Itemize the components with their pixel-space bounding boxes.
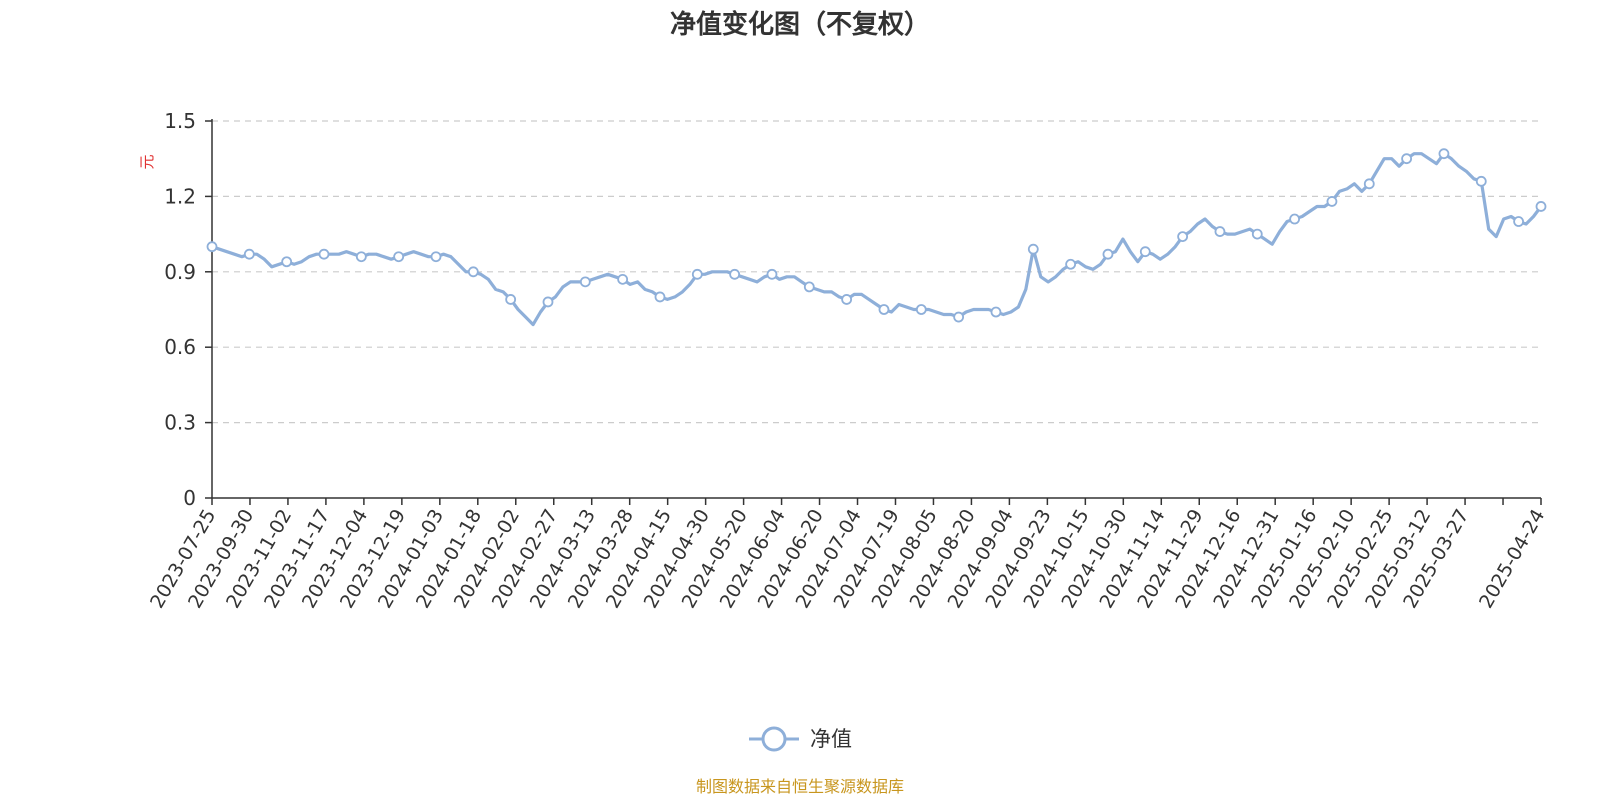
data-point[interactable] xyxy=(1438,148,1450,160)
legend-label: 净值 xyxy=(810,727,852,751)
data-point[interactable] xyxy=(1363,178,1375,190)
data-point[interactable] xyxy=(393,251,405,263)
data-point[interactable] xyxy=(542,296,554,308)
legend[interactable]: 净值 xyxy=(749,726,852,752)
data-point[interactable] xyxy=(1139,246,1151,258)
legend-marker-icon xyxy=(761,726,787,752)
data-point[interactable] xyxy=(1065,258,1077,270)
data-point[interactable] xyxy=(281,256,293,268)
data-point[interactable] xyxy=(953,311,965,323)
data-point[interactable] xyxy=(1401,153,1413,165)
data-point[interactable] xyxy=(505,294,517,305)
series-net-value xyxy=(206,148,1547,327)
y-tick-label: 0.6 xyxy=(164,335,196,359)
y-tick-labels: 0 0.3 0.6 0.9 1.2 1.5 xyxy=(164,109,196,510)
data-point[interactable] xyxy=(1289,213,1301,225)
data-point[interactable] xyxy=(878,304,890,315)
data-point[interactable] xyxy=(691,268,703,280)
data-point[interactable] xyxy=(1214,226,1226,237)
data-point[interactable] xyxy=(1177,231,1189,243)
data-point[interactable] xyxy=(654,291,666,303)
data-point[interactable] xyxy=(206,241,218,253)
data-point[interactable] xyxy=(430,251,442,263)
chart-title: 净值变化图（不复权） xyxy=(670,9,930,40)
data-point[interactable] xyxy=(1027,243,1039,255)
data-point[interactable] xyxy=(915,304,927,315)
data-point[interactable] xyxy=(318,248,330,260)
y-axis-label: 元 xyxy=(138,154,156,169)
data-point[interactable] xyxy=(1102,248,1114,260)
data-point[interactable] xyxy=(766,268,778,280)
x-tick-label: 2025-04-24 xyxy=(1475,506,1549,613)
y-tick-label: 1.5 xyxy=(164,109,196,133)
data-point[interactable] xyxy=(617,273,629,285)
data-point[interactable] xyxy=(467,266,479,278)
series-line xyxy=(211,152,1543,327)
y-tick-label: 1.2 xyxy=(164,184,196,208)
y-tick-label: 0.3 xyxy=(164,411,196,435)
data-point[interactable] xyxy=(1251,228,1263,240)
x-tick-labels: 2023-07-252023-09-302023-11-022023-11-17… xyxy=(146,506,1549,613)
y-tick-label: 0 xyxy=(183,486,196,510)
data-point[interactable] xyxy=(1475,175,1487,187)
source-note: 制图数据来自恒生聚源数据库 xyxy=(696,777,904,796)
data-point[interactable] xyxy=(355,251,367,263)
grid-lines xyxy=(212,120,1541,424)
data-point[interactable] xyxy=(1535,201,1547,212)
data-point[interactable] xyxy=(803,281,815,293)
data-point[interactable] xyxy=(1326,196,1338,207)
data-point[interactable] xyxy=(729,268,741,280)
data-point[interactable] xyxy=(841,294,853,305)
data-point[interactable] xyxy=(579,276,591,288)
axes xyxy=(205,119,1542,505)
y-tick-label: 0.9 xyxy=(164,260,196,284)
data-point[interactable] xyxy=(990,306,1002,318)
data-point[interactable] xyxy=(1513,216,1525,227)
data-point[interactable] xyxy=(243,248,255,260)
